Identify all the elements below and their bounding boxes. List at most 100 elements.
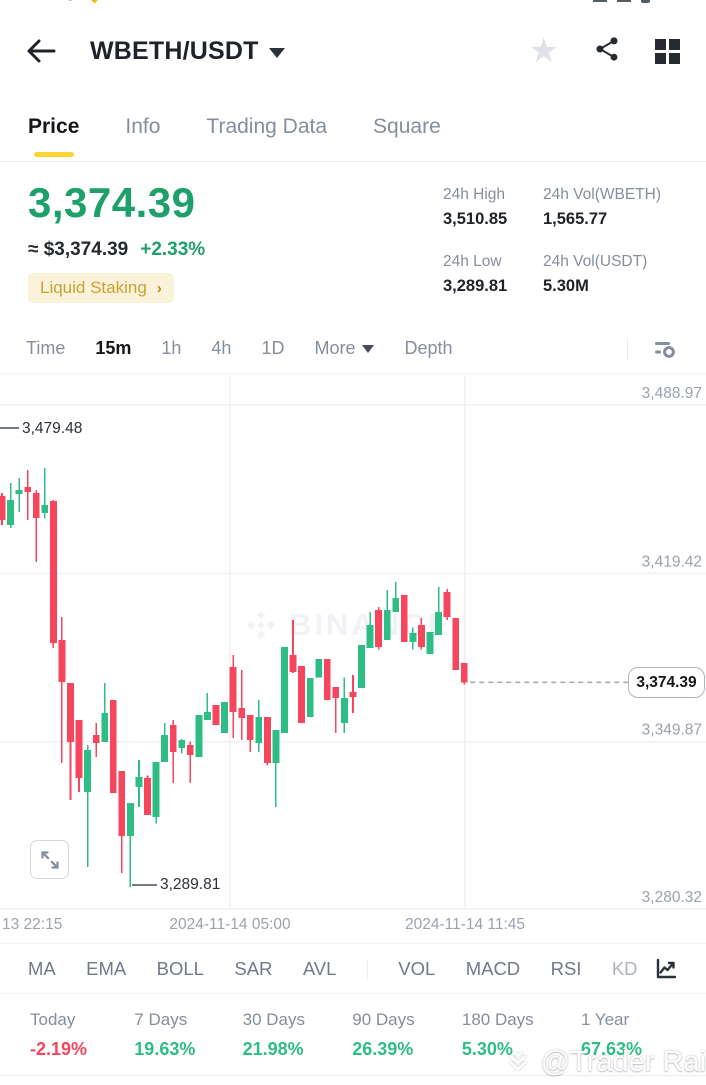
tab-bar: Price Info Trading Data Square — [0, 92, 706, 162]
more-label: More — [314, 338, 356, 358]
perf-7d: 7 Days 19.63% — [134, 1010, 195, 1075]
back-button[interactable] — [26, 34, 60, 68]
x-axis: 13 22:15 2024-11-14 05:00 2024-11-14 11:… — [0, 909, 706, 944]
svg-text:3,488.97: 3,488.97 — [642, 385, 702, 402]
network-speed: 2.22 — [552, 0, 583, 5]
chevron-right-icon: › — [156, 279, 162, 297]
x-tick: 2024-11-14 11:45 — [404, 916, 526, 933]
svg-text:3,280.32: 3,280.32 — [642, 889, 702, 906]
indicator-sar[interactable]: SAR — [234, 957, 273, 979]
interval-1h[interactable]: 1h — [161, 338, 182, 358]
favorite-star-icon[interactable]: ★ — [528, 32, 559, 70]
indicator-vol[interactable]: VOL — [398, 957, 436, 979]
indicator-chart-icon[interactable] — [654, 957, 678, 981]
divider — [627, 338, 628, 360]
tab-square[interactable]: Square — [373, 114, 441, 138]
x-tick: 2024-11-14 05:00 — [169, 916, 291, 933]
chart-settings-icon[interactable] — [652, 336, 678, 367]
credit-logo-icon — [508, 1051, 527, 1071]
chart-canvas[interactable]: 3,488.97 3,419.42 3,349.87 3,280.32 — [0, 375, 706, 910]
badge-label: Liquid Staking — [40, 278, 147, 297]
indicator-avl[interactable]: AVL — [302, 957, 337, 979]
perf-90d: 90 Days 26.39% — [352, 1010, 414, 1075]
svg-text:3,349.87: 3,349.87 — [642, 722, 702, 739]
indicator-rsi[interactable]: RSI — [550, 957, 582, 979]
last-price-tag: 3,374.39 — [628, 667, 705, 698]
price-section: 3,374.39 ≈ $3,374.39 +2.33% Liquid Staki… — [0, 162, 706, 324]
stat-value: 5.30M — [543, 277, 589, 295]
credit-watermark: @Trader Rai — [499, 1043, 706, 1081]
perf-value: -2.19% — [30, 1039, 88, 1059]
interval-1d[interactable]: 1D — [261, 338, 285, 358]
svg-text:3,419.42: 3,419.42 — [642, 553, 702, 570]
indicator-ema[interactable]: EMA — [86, 957, 127, 979]
performance-section: Today -2.19% 7 Days 19.63% 30 Days 21.98… — [0, 994, 706, 1078]
tab-info[interactable]: Info — [125, 114, 161, 138]
stat-value: 3,289.81 — [443, 277, 508, 295]
chevron-down-icon — [362, 344, 375, 353]
interval-4h[interactable]: 4h — [211, 338, 232, 358]
signal-icon — [592, 0, 607, 2]
binance-logo-icon — [246, 610, 276, 640]
perf-today: Today -2.19% — [30, 1010, 87, 1075]
perf-label: 1 Year — [580, 1010, 630, 1029]
binance-diamond-icon: ◆ — [88, 0, 100, 6]
expand-icon — [40, 850, 59, 869]
perf-label: 90 Days — [352, 1010, 415, 1029]
perf-30d: 30 Days 21.98% — [243, 1010, 305, 1075]
indicator-ma[interactable]: MA — [28, 957, 56, 979]
pair-selector[interactable]: WBETH/USDT — [90, 37, 285, 66]
share-icon[interactable] — [593, 35, 621, 68]
stat-label: 24h Vol(USDT) — [543, 253, 648, 270]
divider — [366, 958, 368, 979]
low-annotation: 3,289.81 — [160, 876, 221, 893]
interval-15m[interactable]: 15m — [95, 338, 132, 358]
tab-price[interactable]: Price — [28, 92, 79, 161]
perf-1y: 1 Year 67.63% — [581, 1010, 642, 1075]
stat-label: 24h High — [443, 186, 506, 203]
perf-value: 19.63% — [134, 1039, 196, 1059]
stat-value: 3,510.85 — [443, 210, 508, 228]
stat-value: 1,565.77 — [543, 210, 608, 228]
stat-label: 24h Vol(WBETH) — [543, 186, 662, 203]
change-percent: +2.33% — [140, 239, 206, 260]
credit-text: @Trader Rai — [540, 1045, 706, 1078]
x-tick: 13 22:15 — [2, 916, 63, 933]
chevron-down-icon — [268, 47, 285, 58]
markets-grid-icon[interactable] — [655, 38, 680, 64]
interval-toolbar: Time 15m 1h 4h 1D More Depth — [0, 324, 706, 374]
indicator-bar: MA EMA BOLL SAR AVL VOL MACD RSI KD — [0, 944, 706, 994]
candlestick-chart[interactable]: BINANCE 3,488.97 3,419.42 3,349.87 3,280.32… — [0, 374, 706, 910]
perf-label: 180 Days — [461, 1010, 534, 1029]
liquid-staking-badge[interactable]: Liquid Staking › — [28, 273, 174, 303]
page-title: WBETH/USDT — [90, 36, 259, 65]
battery-percent: 66% — [660, 0, 692, 5]
interval-time[interactable]: Time — [26, 338, 66, 358]
last-price: 3,374.39 — [28, 179, 196, 226]
high-annotation: 3,479.48 — [22, 420, 83, 437]
status-bar: 14:31 ⟳ ◆ 2.22 66% — [0, 0, 706, 10]
fiat-price: ≈ $3,374.39 — [28, 239, 129, 260]
perf-value: 21.98% — [242, 1039, 304, 1059]
low-annotation-line — [132, 884, 157, 886]
refresh-icon: ⟳ — [65, 0, 78, 6]
fullscreen-button[interactable] — [30, 840, 69, 879]
tab-trading-data[interactable]: Trading Data — [206, 114, 328, 138]
perf-label: 7 Days — [134, 1010, 188, 1029]
indicator-kd[interactable]: KD — [611, 957, 638, 979]
stat-label: 24h Low — [443, 253, 502, 270]
header: WBETH/USDT ★ — [0, 10, 706, 92]
more-intervals-button[interactable]: More — [314, 338, 375, 359]
high-annotation-line — [0, 427, 19, 429]
indicator-macd[interactable]: MACD — [465, 957, 521, 979]
depth-button[interactable]: Depth — [404, 338, 453, 358]
status-time: 14:31 — [14, 0, 55, 5]
perf-label: 30 Days — [242, 1010, 305, 1029]
perf-180d: 180 Days 5.30% — [462, 1010, 534, 1075]
indicator-boll[interactable]: BOLL — [156, 957, 204, 979]
perf-value: 26.39% — [352, 1039, 414, 1059]
perf-value: 5.30% — [461, 1039, 513, 1059]
wifi-icon — [616, 0, 631, 2]
battery-icon — [640, 0, 650, 3]
perf-label: Today — [30, 1010, 76, 1029]
